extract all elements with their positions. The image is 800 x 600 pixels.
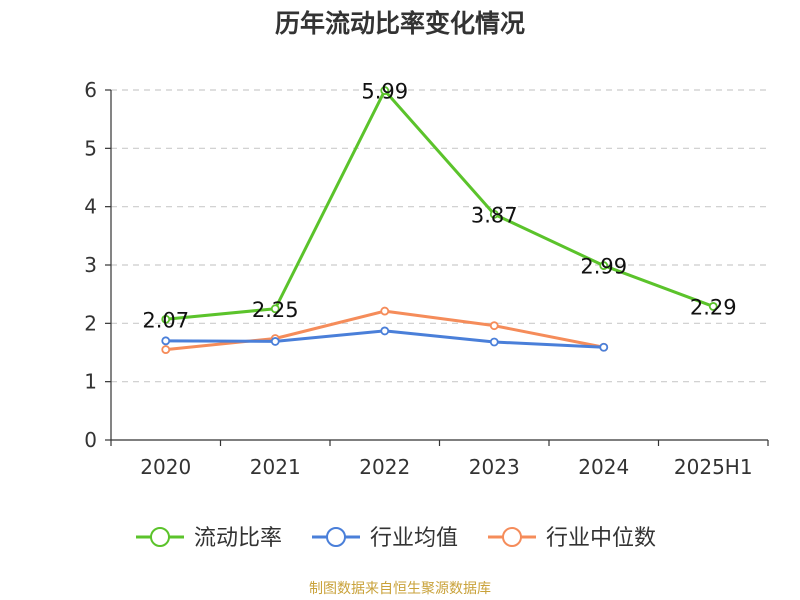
data-point	[380, 326, 390, 336]
x-tick-label: 2025H1	[674, 455, 753, 479]
legend-marker-icon	[326, 527, 346, 547]
data-point	[599, 261, 609, 270]
y-tick-label: 5	[84, 136, 97, 160]
data-label: 5.99	[361, 80, 408, 104]
axes: 0 1 2 3 4 5 6 2020 2021 2022 2023 2024 2025H1	[84, 78, 769, 479]
data-point	[380, 306, 390, 316]
data-label: 3.87	[471, 203, 518, 227]
legend-label: 行业中位数	[546, 526, 656, 551]
data-point	[270, 337, 280, 346]
legend[interactable]: 流动比率 行业均值 行业中位数	[136, 526, 656, 551]
data-point	[161, 314, 171, 324]
legend-marker-icon	[502, 527, 522, 547]
y-tick-label: 2	[84, 311, 97, 335]
data-label: 2.29	[690, 295, 737, 319]
y-tick-label: 3	[84, 253, 97, 277]
x-tick-label: 2022	[359, 455, 410, 479]
x-tick-label: 2023	[469, 455, 520, 479]
x-tick-label: 2020	[140, 455, 191, 479]
data-point	[270, 304, 280, 314]
data-point	[161, 336, 171, 346]
y-tick-label: 1	[84, 370, 97, 394]
series-line	[165, 89, 714, 321]
x-tick-label: 2024	[578, 455, 629, 479]
data-point	[489, 321, 499, 331]
data-labels: 2.07 2.25 5.99 3.87 2.99 2.29	[142, 80, 736, 333]
y-tick-label: 4	[84, 195, 97, 219]
data-label: 2.99	[580, 255, 627, 279]
data-point	[599, 342, 609, 352]
data-point	[489, 337, 499, 347]
legend-label: 流动比率	[194, 526, 282, 551]
data-point	[489, 209, 499, 219]
y-tick-label: 6	[84, 78, 97, 102]
data-point	[380, 86, 390, 95]
data-point	[161, 345, 171, 354]
x-tick-label: 2021	[250, 455, 301, 479]
legend-label: 行业均值	[370, 526, 458, 551]
series-lines	[161, 86, 718, 354]
chart-title: 历年流动比率变化情况	[274, 9, 525, 38]
y-tick-label: 0	[84, 428, 97, 452]
data-label: 2.07	[142, 308, 189, 332]
data-label: 2.25	[252, 298, 299, 322]
source-note: 制图数据来自恒生聚源数据库	[309, 581, 491, 597]
legend-marker-icon	[150, 527, 170, 547]
data-point	[708, 302, 718, 311]
